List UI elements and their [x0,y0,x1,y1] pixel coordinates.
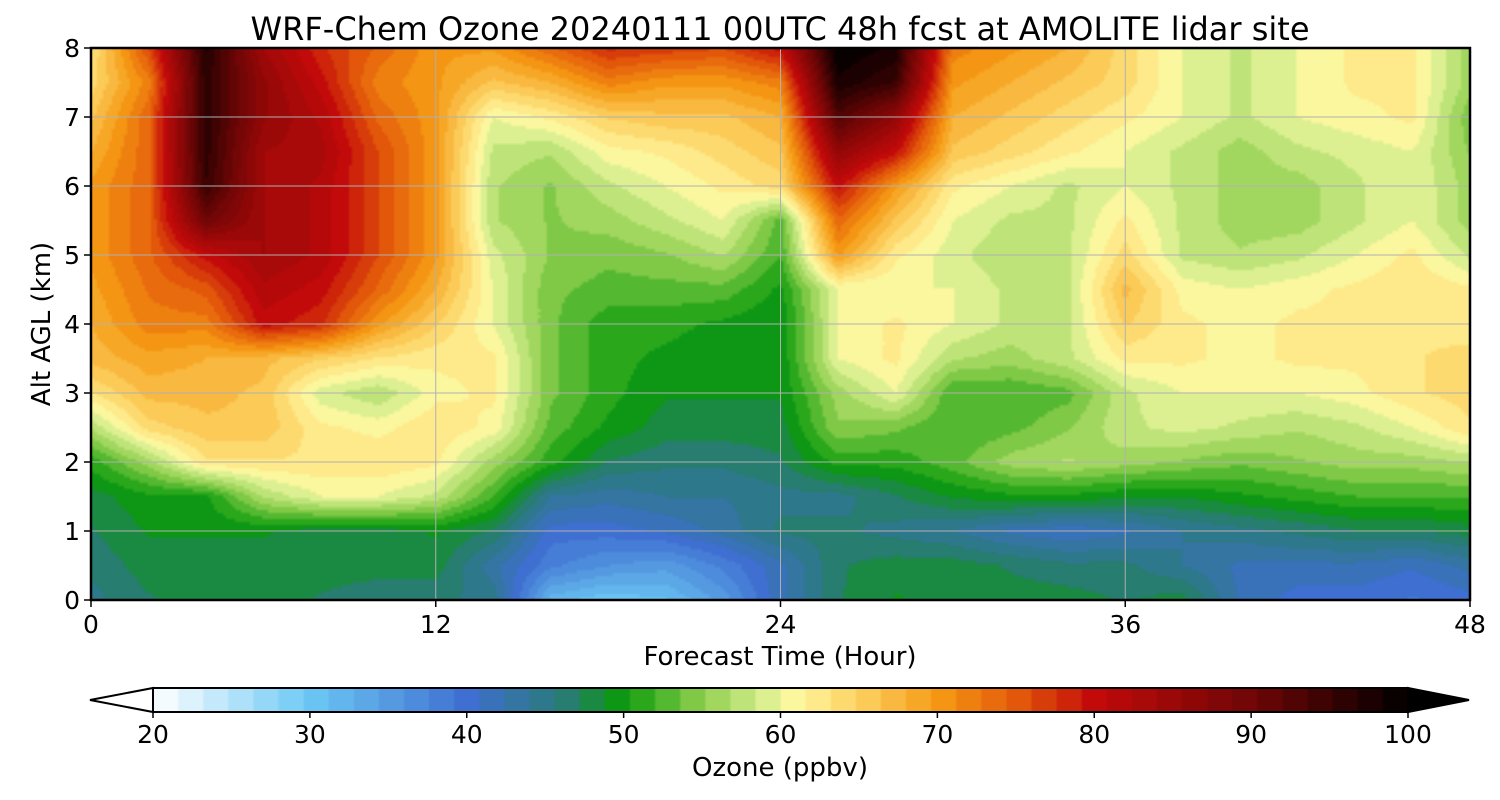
x-tick-label: 24 [765,610,797,639]
colorbar-ticks: 20 30 40 50 60 70 80 90 100 [137,712,1432,749]
y-tick-label: 8 [64,34,80,63]
x-tick-label: 0 [83,610,99,639]
colorbar-tick-label: 80 [1078,720,1110,749]
colorbar-tick-label: 30 [294,720,326,749]
y-tick-label: 2 [64,448,80,477]
colorbar: 20 30 40 50 60 70 80 90 100 Ozone (ppbv) [89,686,1470,783]
y-tick-label: 6 [64,172,80,201]
y-axis-ticks: 0 1 2 3 4 5 6 7 8 [64,34,91,615]
y-tick-label: 5 [64,241,80,270]
y-axis-label: Alt AGL (km) [27,242,57,406]
colorbar-tick-label: 20 [137,720,169,749]
y-tick-label: 1 [64,517,80,546]
colorbar-tick-label: 60 [765,720,797,749]
colorbar-tick-label: 50 [608,720,640,749]
colorbar-extend-high [1407,686,1470,714]
y-tick-label: 4 [64,310,80,339]
x-axis-label: Forecast Time (Hour) [643,642,916,672]
x-tick-label: 36 [1109,610,1141,639]
colorbar-tick-label: 70 [921,720,953,749]
x-tick-label: 48 [1454,610,1486,639]
chart-title: WRF-Chem Ozone 20240111 00UTC 48h fcst a… [250,10,1309,48]
x-tick-label: 12 [420,610,452,639]
colorbar-extend-low [89,686,154,714]
colorbar-label: Ozone (ppbv) [692,753,868,783]
y-tick-label: 0 [64,586,80,615]
colorbar-tick-label: 100 [1384,720,1432,749]
colorbar-tick-label: 40 [451,720,483,749]
colorbar-tick-label: 90 [1235,720,1267,749]
y-tick-label: 3 [64,379,80,408]
y-tick-label: 7 [64,103,80,132]
x-axis-ticks: 0 12 24 36 48 [83,600,1486,639]
colorbar-gradient [153,688,1408,712]
